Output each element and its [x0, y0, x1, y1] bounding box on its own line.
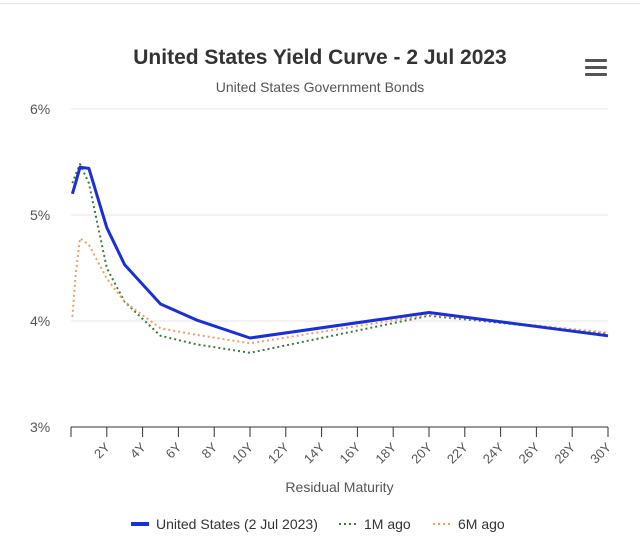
legend-label: 1M ago: [364, 516, 411, 532]
x-tick-label: 22Y: [444, 439, 471, 466]
x-tick-label: 28Y: [551, 439, 578, 466]
chart-subtitle: United States Government Bonds: [215, 79, 425, 95]
x-tick-label: 14Y: [301, 439, 328, 466]
legend-item-0[interactable]: United States (2 Jul 2023): [130, 516, 318, 532]
legend-swatch: [131, 522, 149, 526]
series-line-2[interactable]: [71, 237, 609, 345]
x-tick-label: 10Y: [229, 439, 256, 466]
y-tick-label: 5%: [30, 207, 50, 223]
x-tick-label: 4Y: [127, 439, 149, 461]
y-tick-label: 4%: [30, 313, 50, 329]
x-tick-label: 30Y: [587, 439, 614, 466]
series-line-0[interactable]: [70, 165, 609, 340]
legend-swatch: [433, 523, 451, 525]
legend-swatch: [339, 523, 357, 525]
x-tick-label: 24Y: [480, 439, 507, 466]
chart-title: United States Yield Curve - 2 Jul 2023: [133, 46, 507, 69]
y-tick-label: 6%: [30, 101, 50, 117]
x-tick-label: 2Y: [91, 439, 113, 461]
x-tick-label: 16Y: [337, 439, 364, 466]
legend-label: United States (2 Jul 2023): [156, 516, 318, 532]
x-tick-label: 8Y: [198, 439, 220, 461]
x-tick-label: 18Y: [372, 439, 399, 466]
x-tick-label: 26Y: [516, 439, 543, 466]
x-tick-label: 12Y: [265, 439, 292, 466]
legend-label: 6M ago: [458, 516, 505, 532]
hamburger-menu-icon[interactable]: [585, 59, 607, 77]
y-tick-label: 3%: [30, 419, 50, 435]
x-tick-label: 20Y: [408, 439, 435, 466]
x-tick-label: 6Y: [163, 439, 185, 461]
top-divider: [0, 3, 640, 4]
legend-item-2[interactable]: 6M ago: [432, 516, 505, 532]
x-axis-title: Residual Maturity: [285, 479, 393, 495]
chart-legend: United States (2 Jul 2023) 1M ago 6M ago: [0, 516, 640, 538]
legend-item-1[interactable]: 1M ago: [338, 516, 411, 532]
